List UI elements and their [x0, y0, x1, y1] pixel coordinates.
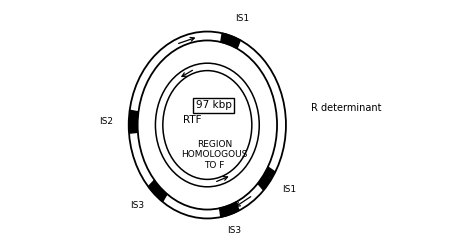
- Text: REGION
HOMOLOGOUS
TO F: REGION HOMOLOGOUS TO F: [182, 140, 248, 170]
- Ellipse shape: [137, 40, 277, 209]
- Ellipse shape: [129, 32, 286, 218]
- Polygon shape: [219, 202, 239, 217]
- Ellipse shape: [163, 70, 252, 180]
- Text: IS1: IS1: [282, 185, 296, 194]
- Text: IS1: IS1: [235, 14, 249, 24]
- Text: R determinant: R determinant: [310, 103, 381, 113]
- Polygon shape: [148, 180, 167, 202]
- Text: RTF: RTF: [183, 115, 202, 125]
- Text: IS3: IS3: [130, 201, 145, 210]
- Text: IS2: IS2: [100, 117, 113, 126]
- Text: 97 kbp: 97 kbp: [196, 100, 231, 110]
- Polygon shape: [258, 167, 275, 190]
- Polygon shape: [221, 33, 240, 48]
- Polygon shape: [129, 110, 138, 133]
- Text: IS3: IS3: [227, 226, 241, 235]
